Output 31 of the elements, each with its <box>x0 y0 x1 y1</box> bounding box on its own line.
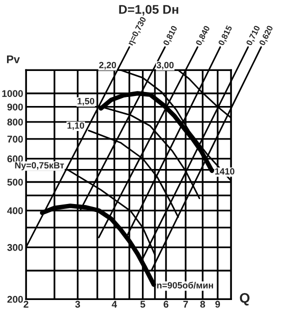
y-tick-label: 200 <box>7 296 23 303</box>
annotation: 1,50 <box>78 98 94 106</box>
x-tick-label: 2 <box>24 300 28 308</box>
y-tick-label: 800 <box>7 118 23 126</box>
y-tick-label: 900 <box>7 104 23 110</box>
x-tick-label: 7 <box>183 300 188 308</box>
text: 0,810 <box>162 25 178 46</box>
series-label: n=905об/мин <box>157 282 214 289</box>
x-axis-title: Q <box>240 293 250 306</box>
x-tick-label: 6 <box>164 300 168 308</box>
y-tick-label: 700 <box>7 136 23 143</box>
x-tick-label: 3 <box>75 300 80 308</box>
series-label: 1410 <box>215 168 234 175</box>
text: 0,840 <box>195 25 212 46</box>
x-tick-label: 5 <box>140 300 146 308</box>
y-tick-label: 500 <box>7 178 23 186</box>
y-tick-label: 400 <box>7 207 23 214</box>
annotation: 3,00 <box>156 62 174 70</box>
text: 0,815 <box>218 25 234 46</box>
chart-title: D=1,05 Dн <box>119 4 178 16</box>
annotation: 1,10 <box>68 122 84 130</box>
text: 0,620 <box>258 25 274 46</box>
y-tick-label: 600 <box>7 155 23 162</box>
y-tick-label: 1000 <box>2 90 23 97</box>
x-tick-label: 4 <box>112 300 117 308</box>
annotation: Ny=0,75кВт <box>15 162 64 170</box>
y-axis-title: Pv <box>7 56 20 64</box>
x-tick-label: 8 <box>200 300 206 308</box>
x-tick-label: 9 <box>215 300 220 308</box>
annotation: 2,20 <box>99 62 116 70</box>
y-tick-label: 300 <box>7 244 23 251</box>
